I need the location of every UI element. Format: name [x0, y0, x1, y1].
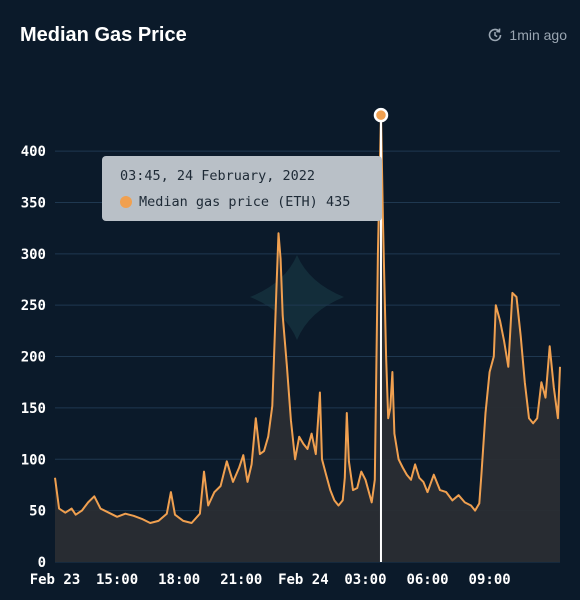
y-tick-label-50: 50 — [29, 504, 46, 520]
last-updated[interactable]: 1min ago — [487, 27, 567, 43]
refresh-clock-icon[interactable] — [487, 27, 503, 43]
chart-title: Median Gas Price — [20, 24, 187, 46]
y-tick-label-100: 100 — [21, 452, 46, 468]
y-tick-label-400: 400 — [21, 144, 46, 160]
last-updated-text: 1min ago — [509, 27, 567, 43]
x-tick-label: 21:00 — [220, 572, 262, 588]
x-tick-label: 03:00 — [344, 572, 386, 588]
y-tick-label-250: 250 — [21, 298, 46, 314]
y-tick-label-350: 350 — [21, 195, 46, 211]
y-tick-label-0: 0 — [38, 555, 46, 571]
x-tick-label: 09:00 — [469, 572, 511, 588]
tooltip-value: 435 — [325, 194, 351, 210]
tooltip: 03:45, 24 February, 2022 Median gas pric… — [102, 156, 382, 221]
x-tick-label: 18:00 — [158, 572, 200, 588]
series-dot-icon — [120, 196, 132, 208]
y-tick-label-150: 150 — [21, 401, 46, 417]
tooltip-row: Median gas price (ETH) 435 — [120, 194, 382, 210]
series-area — [55, 115, 560, 562]
tooltip-timestamp: 03:45, 24 February, 2022 — [120, 168, 316, 184]
series-line[interactable] — [54, 114, 561, 524]
x-tick-label: Feb 24 — [278, 572, 329, 588]
logo-watermark-icon — [250, 255, 344, 340]
x-tick-label: Feb 23 — [30, 572, 81, 588]
y-tick-label-200: 200 — [21, 350, 46, 366]
y-tick-label-300: 300 — [21, 247, 46, 263]
hover-point[interactable] — [373, 107, 389, 123]
x-tick-label: 06:00 — [406, 572, 448, 588]
x-tick-label: 15:00 — [96, 572, 138, 588]
tooltip-series-label: Median gas price (ETH) — [139, 194, 318, 210]
